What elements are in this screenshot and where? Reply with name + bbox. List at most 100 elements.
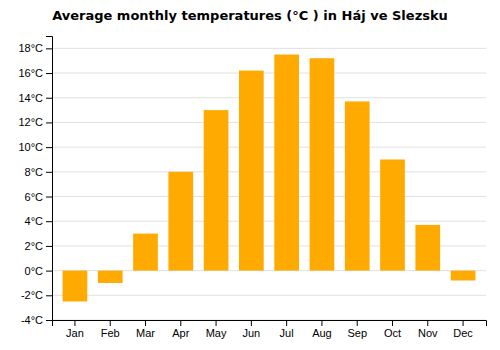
y-tick-label: -2°C [21,289,43,301]
title: Average monthly temperatures (°C ) in Há… [52,8,448,23]
bar [63,271,88,302]
y-tick: -4°C [21,314,52,326]
x-tick-label: Jul [280,327,294,339]
y-tick-label: 2°C [25,240,44,252]
chart: Average monthly temperatures (°C ) in Há… [0,0,500,350]
x-tick: Jun [242,320,260,339]
y-tick-mark [46,197,52,198]
grid [52,48,486,320]
grid-line [52,97,486,98]
x-tick-label: Oct [384,327,401,339]
x-tick: Apr [172,320,189,339]
grid-line [52,122,486,123]
x-tick-mark [286,320,287,326]
x-tick: Jan [66,320,84,339]
x-tick-label: Dec [453,327,473,339]
bar [310,58,335,270]
y-tick-mark [46,147,52,148]
bar [380,159,405,270]
y-tick: 14°C [18,92,52,104]
grid-line [52,171,486,172]
x-tick-label: Nov [418,327,438,339]
x-tick: Dec [453,320,473,339]
y-tick-mark [46,246,52,247]
x-tick-label: Jun [242,327,260,339]
x-tick-label: Feb [101,327,120,339]
grid-line [52,221,486,222]
x-tick-label: Mar [136,327,155,339]
y-axis: -4°C -2°C 0°C 2°C 4°C 6°C 8°C 10°C 12°C 14°C 16°C 1… [18,37,52,327]
x-tick: Jul [280,320,294,339]
x-tick: Oct [384,320,401,339]
y-tick: 18°C [18,42,52,54]
y-tick: 6°C [25,191,52,203]
y-tick-label: 0°C [25,265,44,277]
x-tick-mark [321,320,322,326]
x-axis: Jan Feb Mar Apr May Jun Jul Aug Sep Oct Nov Dec [53,320,487,339]
x-tick-label: Sep [347,327,367,339]
plot: -4°C -2°C 0°C 2°C 4°C 6°C 8°C 10°C 12°C 14°C 16°C 1… [18,37,486,339]
y-tick-mark [46,122,52,123]
y-tick: 0°C [25,265,52,277]
y-tick-label: 12°C [18,116,43,128]
y-tick-label: -4°C [21,314,43,326]
x-tick-mark [427,320,428,326]
bar [133,234,158,271]
bar [239,71,264,271]
y-tick-mark [46,73,52,74]
y-tick-label: 10°C [18,141,43,153]
y-tick-label: 14°C [18,92,43,104]
bar [204,110,229,271]
grid-line [52,48,486,49]
y-tick: 4°C [25,215,52,227]
y-tick: 10°C [18,141,52,153]
bar [345,101,370,270]
x-tick: May [206,320,227,339]
y-tick-label: 4°C [25,215,44,227]
grid-line [52,295,486,296]
x-tick-mark [357,320,358,326]
y-tick-mark [46,295,52,296]
x-tick-mark [110,320,111,326]
x-tick-mark [392,320,393,326]
grid-line [52,196,486,197]
y-tick-mark [46,221,52,222]
y-tick-mark [46,48,52,49]
y-tick: 12°C [18,116,52,128]
y-tick-mark [46,271,52,272]
y-tick-label: 8°C [25,166,44,178]
x-tick-label: Apr [172,327,189,339]
bar [415,225,440,271]
grid-line [52,147,486,148]
x-tick: Aug [312,320,332,339]
x-tick-mark [180,320,181,326]
bar [451,271,476,281]
y-tick: 2°C [25,240,52,252]
x-tick-label: May [206,327,227,339]
y-tick: 16°C [18,67,52,79]
y-tick: -2°C [21,289,52,301]
bar [98,271,123,283]
x-tick: Nov [418,320,438,339]
y-tick-mark [46,320,52,321]
y-tick: 8°C [25,166,52,178]
x-tick-mark [74,320,75,326]
y-tick-label: 16°C [18,67,43,79]
y-axis-line [46,37,53,321]
x-tick-mark [145,320,146,326]
grid-line [52,73,486,74]
y-tick-label: 6°C [25,191,44,203]
y-tick-mark [46,98,52,99]
x-tick-mark [216,320,217,326]
y-tick-label: 18°C [18,42,43,54]
x-tick-mark [463,320,464,326]
x-tick: Feb [101,320,120,339]
x-tick: Sep [347,320,367,339]
bar [274,55,299,271]
y-tick-mark [46,172,52,173]
x-tick-mark [251,320,252,326]
bar [168,172,193,271]
x-tick-label: Aug [312,327,332,339]
x-tick: Mar [136,320,155,339]
x-tick-label: Jan [66,327,84,339]
